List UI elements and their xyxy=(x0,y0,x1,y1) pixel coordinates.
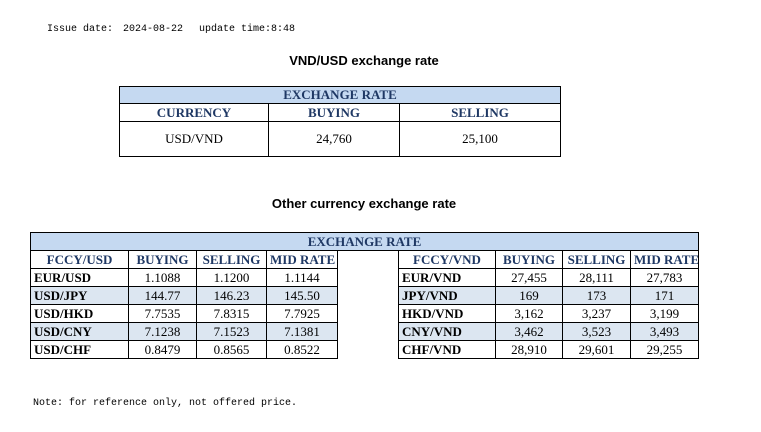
section-title: VND/USD exchange rate xyxy=(289,53,439,68)
table-cell: BUYING xyxy=(128,250,197,269)
note: Note: for reference only, not offered pr… xyxy=(33,398,298,409)
table-cell: 7.1381 xyxy=(266,322,338,341)
rate-table: EXCHANGE RATE FCCY/USD BUYING SELLING MID RA… xyxy=(29,232,700,359)
table-cell: 3,493 xyxy=(629,322,700,341)
update-time: update time:8:48 xyxy=(199,24,296,35)
table-cell: 144.77 xyxy=(128,286,197,305)
table-cell: 27,783 xyxy=(629,268,700,287)
table-cell xyxy=(337,286,399,305)
table-cell: 24,760 xyxy=(268,121,400,157)
table-cell: EXCHANGE RATE xyxy=(29,232,700,251)
table-cell: FCCY/VND xyxy=(398,250,496,269)
table-cell: EUR/USD xyxy=(30,268,129,287)
table-cell xyxy=(337,340,399,359)
table-cell: 145.50 xyxy=(266,286,338,305)
table-cell: 0.8565 xyxy=(196,340,267,359)
table-cell: 173 xyxy=(562,286,631,305)
table-cell: 3,199 xyxy=(629,304,700,323)
table-cell: MID RATE xyxy=(266,250,338,269)
table-cell: 171 xyxy=(629,286,700,305)
table-cell: 3,237 xyxy=(562,304,631,323)
table-cell: 146.23 xyxy=(196,286,267,305)
table-cell: 28,111 xyxy=(562,268,631,287)
table-cell: USD/JPY xyxy=(30,286,129,305)
table-cell: MID RATE xyxy=(629,250,700,269)
table-cell: SELLING xyxy=(196,250,267,269)
table-cell: JPY/VND xyxy=(398,286,496,305)
table-cell xyxy=(337,322,399,341)
table-cell: 29,601 xyxy=(562,340,631,359)
table-cell xyxy=(337,304,399,323)
table-cell: CURRENCY xyxy=(119,103,269,122)
table-cell: 3,162 xyxy=(495,304,563,323)
table-cell: 1.1200 xyxy=(196,268,267,287)
table-cell: FCCY/USD xyxy=(30,250,129,269)
table-cell: 27,455 xyxy=(495,268,563,287)
table-cell: 7.7535 xyxy=(128,304,197,323)
table-cell: 7.1523 xyxy=(196,322,267,341)
table-cell: BUYING xyxy=(268,103,400,122)
table-cell: 28,910 xyxy=(495,340,563,359)
table-cell: 169 xyxy=(495,286,563,305)
section-title: Other currency exchange rate xyxy=(271,196,457,211)
table-cell xyxy=(337,268,399,287)
table-cell: USD/VND xyxy=(119,121,269,157)
table-cell: 7.1238 xyxy=(128,322,197,341)
table-cell: EUR/VND xyxy=(398,268,496,287)
table-cell: 7.8315 xyxy=(196,304,267,323)
table-cell: 25,100 xyxy=(398,121,562,157)
issue-date: 2024-08-22 xyxy=(123,24,184,35)
table-cell: USD/HKD xyxy=(30,304,129,323)
table-cell: EXCHANGE RATE xyxy=(118,86,562,104)
table-cell: CHF/VND xyxy=(398,340,496,359)
rate-table: EXCHANGE RATE CURRENCY BUYING SELLING USD/VN… xyxy=(118,86,562,157)
table-cell xyxy=(337,250,399,269)
table-cell: 1.1088 xyxy=(128,268,197,287)
table-cell: 0.8522 xyxy=(266,340,338,359)
table-cell: 1.1144 xyxy=(266,268,338,287)
table-cell: 7.7925 xyxy=(266,304,338,323)
issue-label: Issue date: xyxy=(47,24,114,35)
table-cell: 3,462 xyxy=(495,322,563,341)
table-cell: CNY/VND xyxy=(398,322,496,341)
table-cell: 29,255 xyxy=(629,340,700,359)
table-cell: HKD/VND xyxy=(398,304,496,323)
table-cell: USD/CHF xyxy=(30,340,129,359)
table-cell: SELLING xyxy=(562,250,631,269)
table-cell: BUYING xyxy=(495,250,563,269)
table-cell: USD/CNY xyxy=(30,322,129,341)
table-cell: 0.8479 xyxy=(128,340,197,359)
table-cell: SELLING xyxy=(398,103,562,122)
table-cell: 3,523 xyxy=(562,322,631,341)
